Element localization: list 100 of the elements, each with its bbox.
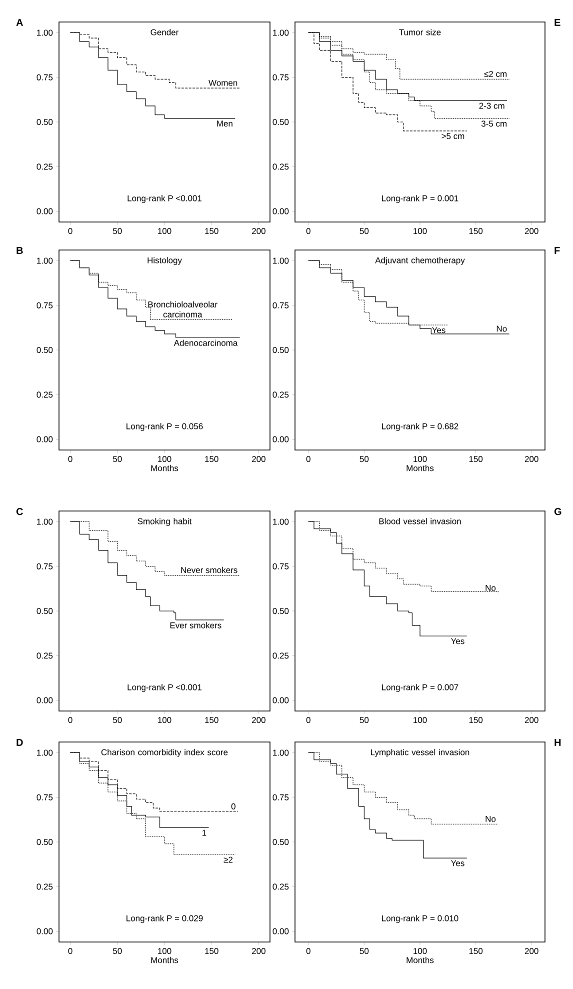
y-tick-label: 0.25 [36,884,53,890]
series-label: Never smokers [181,566,238,574]
y-tick-label: 0.75 [36,563,53,570]
x-tick-label: 50 [113,228,122,234]
series-label: 3-5 cm [481,120,507,127]
x-tick-label: 0 [68,228,72,234]
y-tick-label: 0.25 [272,884,289,890]
series-label: No [486,816,496,822]
y-tick-label: 0.25 [36,652,53,659]
x-tick-label: 200 [252,717,266,724]
series-label: ≤2 cm [484,70,507,77]
annotation: Long-rank P = 0.007 [382,684,458,692]
series-label: Yes [432,327,446,334]
y-tick-label: 1.00 [273,258,289,264]
x-tick-label: 100 [414,948,427,954]
x-tick-label: 100 [158,717,172,724]
y-tick-label: 1.00 [273,750,289,756]
x-tick-label: 200 [524,948,538,954]
x-tick-label: 150 [469,717,483,724]
text: B [16,247,23,254]
x-tick-label: 50 [113,456,122,462]
x-tick-label: 0 [68,456,72,462]
x-tick-label: 100 [158,228,172,234]
y-tick-label: 0.50 [272,608,289,614]
x-axis-title: Months [151,464,178,472]
series-label: Yes [450,638,464,644]
series-label: No [496,326,507,332]
x-tick-label: 0 [306,717,310,724]
text: G [554,508,562,516]
series-label: ≥2 [224,856,233,863]
annotation: Long-rank P = 0.029 [126,915,203,923]
y-tick-label: 0.00 [36,436,53,442]
x-tick-label: 100 [414,456,427,462]
x-tick-label: 150 [469,948,483,954]
y-tick-label: 0.00 [272,697,289,704]
x-tick-label: 0 [306,948,310,954]
x-tick-label: 0 [68,717,72,724]
x-tick-label: 50 [360,456,369,462]
y-tick-label: 0.25 [272,392,289,398]
x-tick-label: 100 [158,456,172,462]
y-tick-label: 0.50 [36,838,53,845]
y-tick-label: 1.00 [37,30,53,36]
series-label: Women [208,80,238,86]
y-tick-label: 1.00 [37,750,53,756]
y-tick-label: 0.50 [272,838,289,845]
y-tick-label: 0.25 [272,164,289,170]
x-tick-label: 200 [252,948,266,954]
series-label: Bronchioloalveolar carcinoma [148,301,218,318]
x-tick-label: 150 [469,456,483,462]
text: Blood vessel invasion [379,518,461,524]
x-axis-title: Months [406,464,434,472]
y-tick-label: 0.25 [272,652,289,659]
text: Smoking habit [138,518,192,526]
annotation: Long-rank P = 0.001 [382,195,458,203]
x-axis-title: Months [151,956,178,964]
series-label: 2-3 cm [479,102,504,109]
x-tick-label: 150 [205,948,218,954]
text: Lymphatic vessel invasion [371,749,470,757]
x-tick-label: 100 [158,948,172,954]
x-tick-label: 100 [414,228,427,234]
text: Charison comorbidity index score [101,749,228,757]
y-tick-label: 0.00 [36,928,53,934]
y-tick-label: 0.00 [272,928,289,934]
annotation: Long-rank P = 0.682 [382,423,458,431]
y-tick-label: 0.50 [36,119,53,126]
y-tick-label: 0.50 [36,346,53,354]
x-tick-label: 0 [306,456,310,462]
x-tick-label: 150 [205,456,218,462]
text: F [554,247,560,254]
x-tick-label: 200 [252,228,266,234]
text: D [16,739,23,746]
y-tick-label: 0.50 [272,346,289,354]
y-tick-label: 0.25 [36,392,53,398]
y-tick-label: 0.75 [36,794,53,800]
y-tick-label: 0.75 [272,794,289,800]
x-tick-label: 200 [524,228,538,234]
y-tick-label: 1.00 [273,518,289,525]
text: C [16,508,23,516]
series-label: 1 [202,830,206,836]
y-tick-label: 0.25 [36,164,53,170]
x-tick-label: 50 [360,948,369,954]
series-label: Yes [450,860,464,866]
x-tick-label: 200 [524,717,538,724]
x-tick-label: 0 [68,948,72,954]
y-tick-label: 0.75 [36,302,53,308]
y-tick-label: 0.00 [36,697,53,704]
annotation: Long-rank P <0.001 [128,195,202,203]
y-tick-label: 0.75 [272,563,289,570]
x-tick-label: 0 [306,228,310,234]
y-tick-label: 0.75 [36,74,53,80]
y-tick-label: 1.00 [37,258,53,264]
y-tick-label: 1.00 [37,518,53,525]
x-tick-label: 150 [205,717,218,724]
x-tick-label: 50 [360,228,369,234]
series-label: 0 [231,803,236,810]
text: H [554,739,561,746]
x-tick-label: 200 [524,456,538,462]
y-tick-label: 0.75 [272,302,289,308]
annotation: Long-rank P = 0.056 [126,423,203,431]
text: Tumor size [399,29,441,36]
